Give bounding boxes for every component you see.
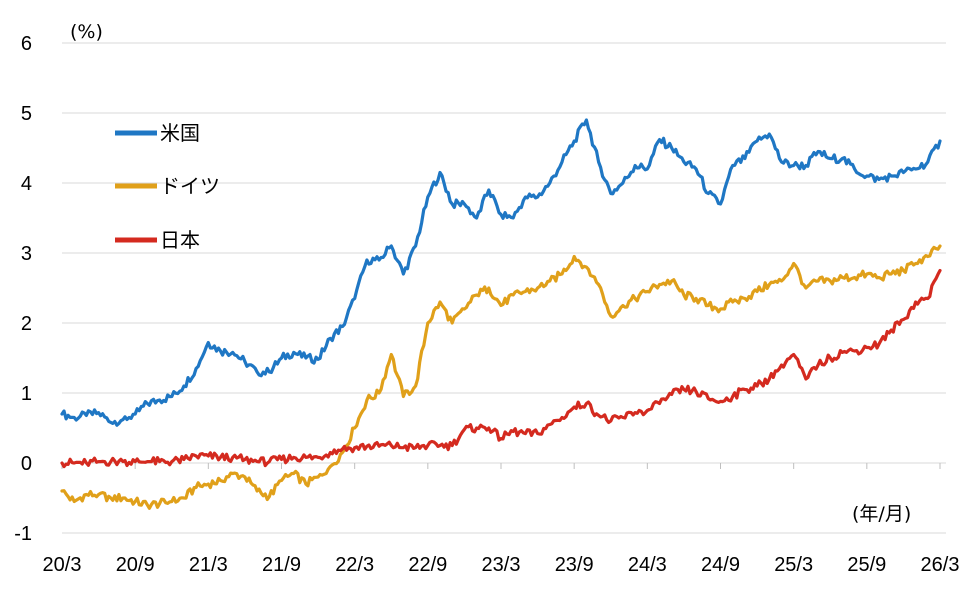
y-tick-label: 1 [21,383,32,405]
legend-label: 米国 [160,121,200,145]
x-tick-label: 24/3 [628,554,667,576]
x-tick-label: 25/9 [847,554,886,576]
x-tick-label: 22/3 [335,554,374,576]
y-tick-label: 3 [21,243,32,265]
x-tick-label: 21/9 [262,554,301,576]
gridlines [62,42,946,534]
x-tick-label: 20/3 [43,554,82,576]
series-line-0 [60,118,942,427]
x-tick-label: 23/3 [482,554,521,576]
x-tick-label: 24/9 [701,554,740,576]
x-tick-label: 20/9 [116,554,155,576]
x-tick-label: 26/3 [921,554,960,576]
series-line-2 [60,268,942,469]
x-axis-unit-label: (年/月) [852,503,911,525]
x-tick-label: 22/9 [408,554,447,576]
x-axis-ticks: 20/3 20/9 21/3 21/9 22/3 22/9 23/3 23/9 24/3 24/9… [43,463,960,576]
y-tick-label: 5 [21,103,32,125]
y-tick-label: 2 [21,313,32,335]
legend-label: 日本 [160,228,200,252]
y-axis-ticks: 6 5 4 3 2 1 0 -1 [14,33,32,545]
x-tick-label: 25/3 [774,554,813,576]
y-tick-label: 6 [21,33,32,55]
y-tick-label: -1 [14,523,32,545]
y-tick-label: 0 [21,453,32,475]
y-axis-unit-label: (%) [70,21,103,43]
x-tick-label: 23/9 [555,554,594,576]
series-line-1 [60,244,942,510]
legend-label: ドイツ [160,174,220,198]
x-tick-label: 21/3 [189,554,228,576]
series-lines [60,118,942,510]
y-tick-label: 4 [21,173,32,195]
